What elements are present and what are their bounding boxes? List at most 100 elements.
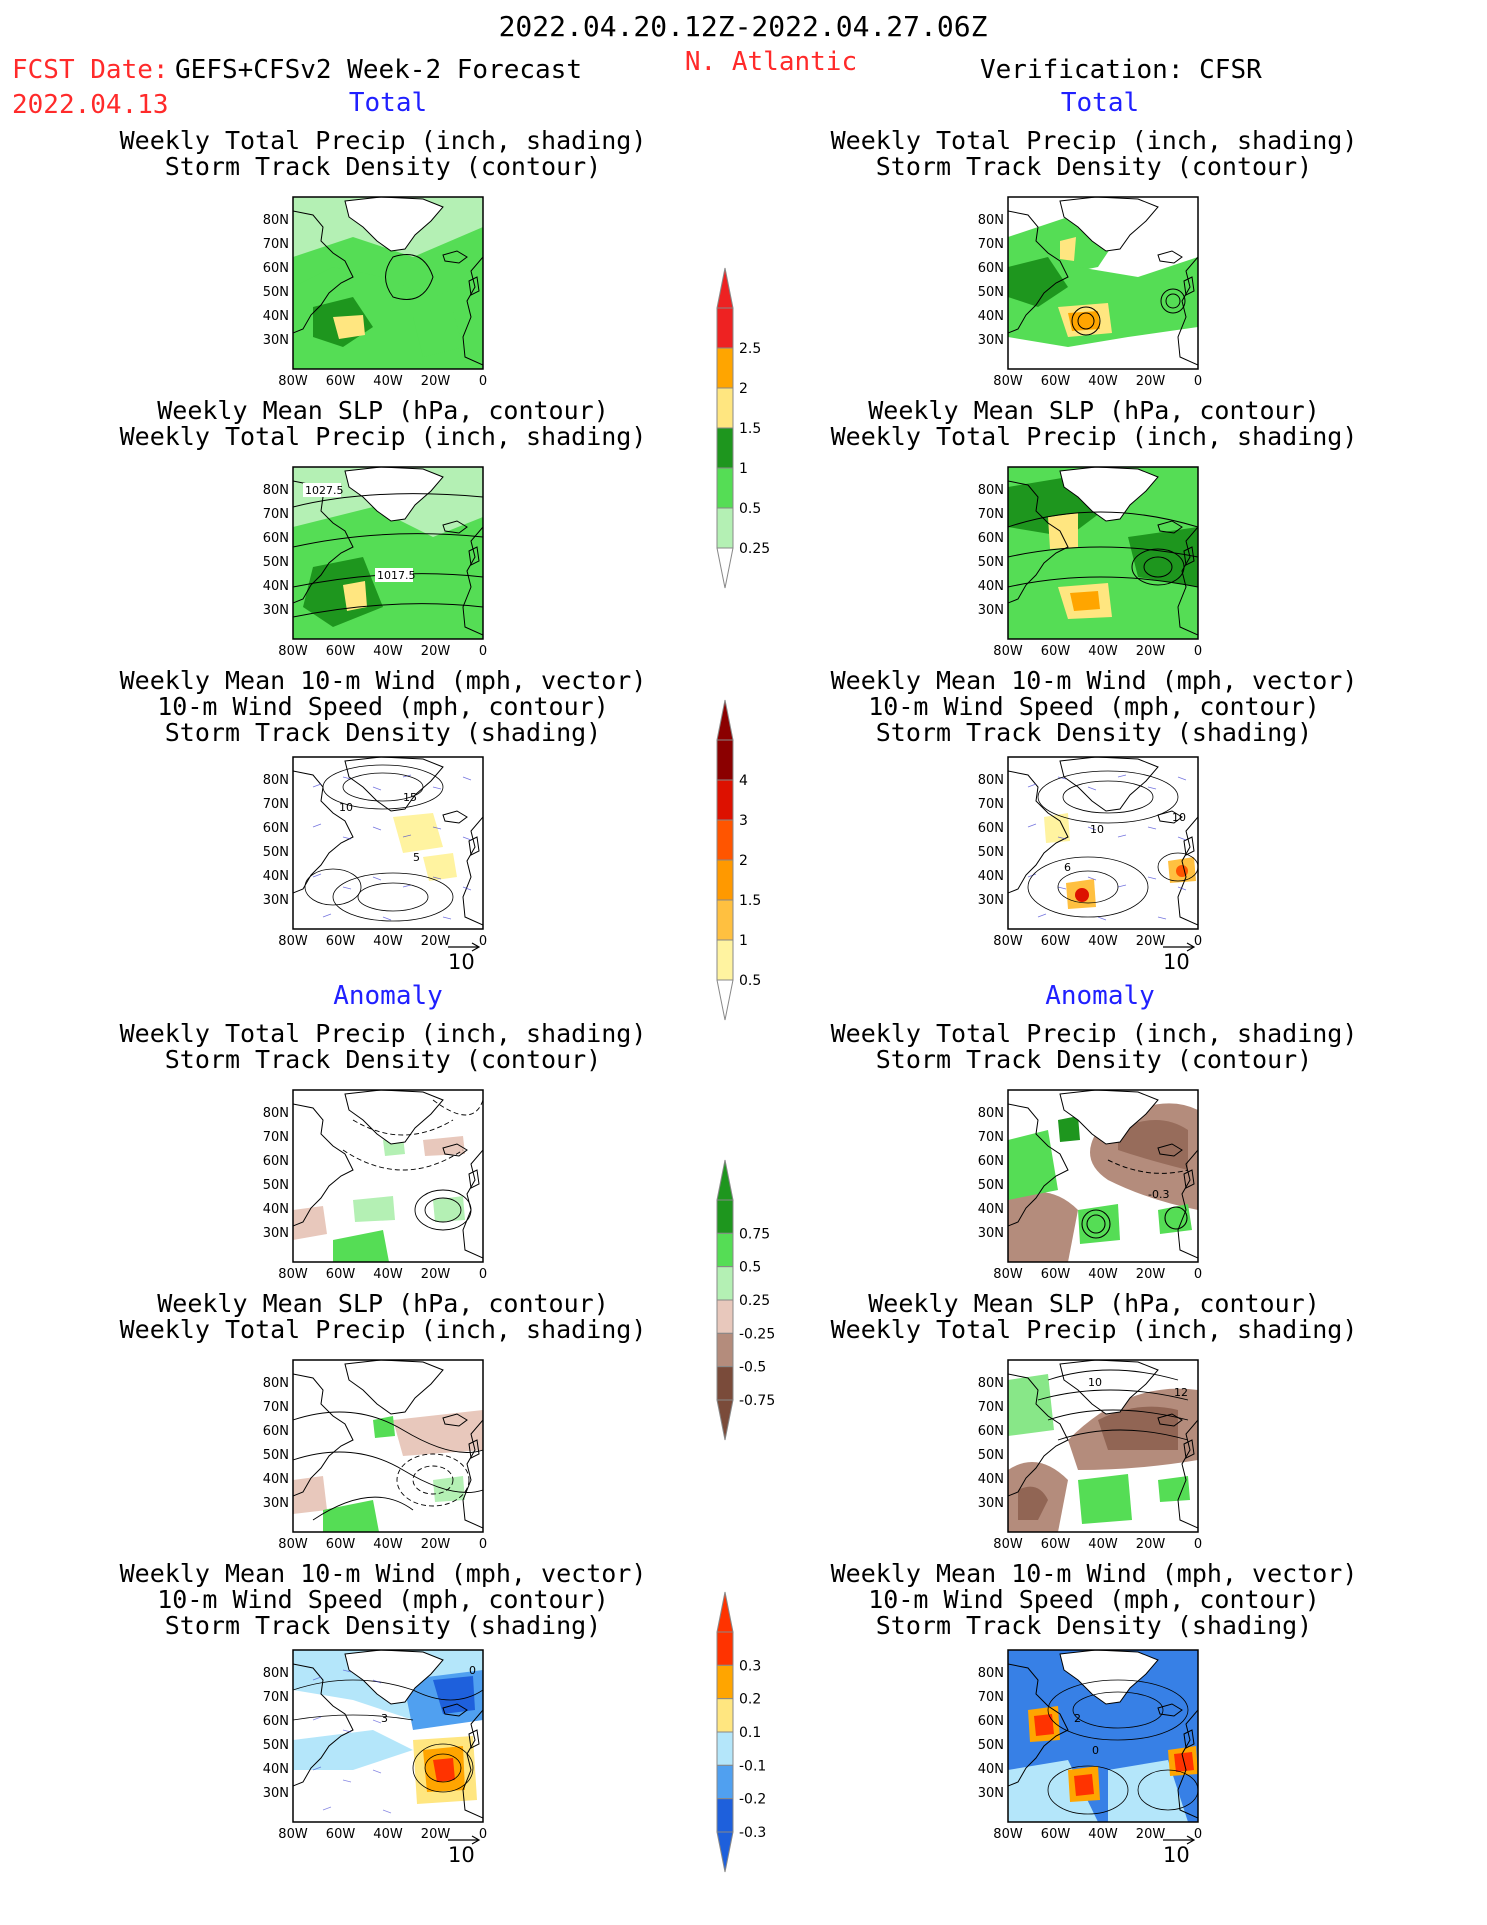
lon-tick-label: 80W — [993, 1827, 1023, 1842]
colorbar-swatch — [716, 1199, 734, 1234]
lat-tick-label: 40N — [262, 869, 289, 885]
period-title: 2022.04.20.12Z-2022.04.27.06Z — [498, 10, 988, 43]
title-l5a: Weekly Mean SLP (hPa, contour) — [157, 1289, 609, 1318]
lon-tick-label: 40W — [373, 374, 403, 389]
lon-tick-label: 20W — [1135, 1537, 1166, 1552]
colorbar-label: 2 — [739, 853, 748, 869]
lat-tick-label: 30N — [977, 1786, 1004, 1802]
colorbar-storm-anom: 0.3 0.2 0.1 -0.1 -0.2 -0.3 — [716, 1591, 766, 1873]
title-l1b: Storm Track Density (contour) — [164, 152, 602, 181]
fcst-date: 2022.04.13 — [12, 90, 169, 120]
colorbar-label: 0.1 — [739, 1725, 761, 1741]
lat-tick-label: 30N — [262, 893, 289, 909]
colorbar-label: 3 — [739, 813, 748, 829]
lat-tick-label: 30N — [262, 603, 289, 619]
contour-label-14: 2 — [1074, 1712, 1081, 1725]
lat-tick-label: 80N — [977, 1666, 1004, 1682]
panel-verif-total-wind-storm: 10 10 6 — [1007, 756, 1199, 933]
panel-verif-anom-slp-precip: 10 12 — [1007, 1359, 1199, 1536]
lat-tick-label: 30N — [977, 603, 1004, 619]
lon-tick-label: 20W — [1135, 644, 1166, 659]
lon-tick-label: 0 — [1193, 934, 1203, 949]
title-r4a: Weekly Total Precip (inch, shading) — [830, 1019, 1358, 1048]
colorbar-swatch — [716, 467, 734, 509]
verification-label: Verification: CFSR — [980, 55, 1262, 85]
lat-tick-label: 60N — [262, 1424, 289, 1440]
title-r6c: Storm Track Density (shading) — [875, 1611, 1313, 1640]
lat-tick-label: 30N — [262, 1226, 289, 1242]
lat-tick-label: 40N — [977, 869, 1004, 885]
lon-tick-label: 40W — [373, 644, 403, 659]
title-l6b: 10-m Wind Speed (mph, contour) — [157, 1585, 609, 1614]
colorbar-label: -0.1 — [739, 1758, 766, 1774]
title-l3b: 10-m Wind Speed (mph, contour) — [157, 692, 609, 721]
map-verif-total-slp-precip — [1007, 466, 1199, 640]
colorbar-top-arrow — [716, 1159, 734, 1201]
lat-tick-label: 60N — [262, 531, 289, 547]
title-l3a: Weekly Mean 10-m Wind (mph, vector) — [119, 666, 647, 695]
lat-tick-label: 30N — [262, 1786, 289, 1802]
lon-tick-label: 80W — [993, 374, 1023, 389]
lon-tick-label: 0 — [478, 644, 488, 659]
lon-tick-label: 20W — [420, 374, 451, 389]
lat-tick-label: 70N — [977, 1400, 1004, 1416]
map-verif-anom-slp-precip: 10 12 — [1007, 1359, 1199, 1533]
reference-vector-label: 10 — [1163, 1843, 1190, 1867]
lon-tick-label: 20W — [420, 1267, 451, 1282]
lon-tick-label: 60W — [1040, 1537, 1071, 1552]
colorbar-label: -0.5 — [739, 1360, 766, 1376]
title-l4b: Storm Track Density (contour) — [164, 1045, 602, 1074]
lon-tick-label: 80W — [993, 934, 1023, 949]
title-l6a: Weekly Mean 10-m Wind (mph, vector) — [119, 1559, 647, 1588]
title-l4a: Weekly Total Precip (inch, shading) — [119, 1019, 647, 1048]
colorbar-label: -0.25 — [739, 1326, 775, 1342]
lat-tick-label: 50N — [262, 1738, 289, 1754]
lat-tick-label: 60N — [262, 261, 289, 277]
title-r3b: 10-m Wind Speed (mph, contour) — [868, 692, 1320, 721]
colorbar-bottom-arrow — [716, 979, 734, 1021]
colorbar-swatch — [716, 387, 734, 429]
lat-tick-label: 50N — [977, 845, 1004, 861]
panel-verif-total-slp-precip — [1007, 466, 1199, 643]
colorbar-label: 1.5 — [739, 421, 761, 437]
title-r1b: Storm Track Density (contour) — [875, 152, 1313, 181]
lon-tick-label: 20W — [420, 934, 451, 949]
title-r6a: Weekly Mean 10-m Wind (mph, vector) — [830, 1559, 1358, 1588]
lon-tick-label: 80W — [278, 644, 308, 659]
contour-label-1: 1027.5 — [305, 484, 344, 497]
lat-tick-label: 50N — [262, 555, 289, 571]
colorbar-bottom-arrow — [716, 1399, 734, 1441]
lat-tick-label: 40N — [977, 579, 1004, 595]
lat-tick-label: 40N — [262, 1762, 289, 1778]
title-l6c: Storm Track Density (shading) — [164, 1611, 602, 1640]
title-l5b: Weekly Total Precip (inch, shading) — [119, 1315, 647, 1344]
colorbar-precip-anom: 0.75 0.5 0.25 -0.25 -0.5 -0.75 — [716, 1159, 775, 1441]
title-r5b: Weekly Total Precip (inch, shading) — [830, 1315, 1358, 1344]
title-l1a: Weekly Total Precip (inch, shading) — [119, 126, 647, 155]
map-fcst-total-wind-storm: 10 15 5 — [292, 756, 484, 930]
colorbar-label: -0.75 — [739, 1393, 775, 1409]
map-fcst-anom-precip-storm — [292, 1089, 484, 1263]
section-total-right: Total — [1060, 88, 1140, 118]
panel-fcst-anom-wind-storm: 0 3 — [292, 1649, 484, 1826]
panel-fcst-anom-slp-precip — [292, 1359, 484, 1536]
colorbar-bottom-arrow — [716, 1831, 734, 1873]
colorbar-swatch — [716, 1631, 734, 1666]
lat-tick-label: 70N — [977, 1130, 1004, 1146]
lon-tick-label: 40W — [1088, 644, 1118, 659]
colorbar-label: 1.5 — [739, 893, 761, 909]
colorbar-label: -0.3 — [739, 1825, 766, 1841]
contour-label-2: 1017.5 — [377, 569, 416, 582]
section-anomaly-left: Anomaly — [333, 981, 443, 1011]
lat-tick-label: 40N — [977, 1762, 1004, 1778]
lon-tick-label: 60W — [1040, 1267, 1071, 1282]
lat-tick-label: 80N — [262, 1106, 289, 1122]
colorbar-swatch — [716, 347, 734, 389]
colorbar-swatch — [716, 1764, 734, 1800]
fcst-model-label: GEFS+CFSv2 Week-2 Forecast — [175, 55, 582, 85]
lon-tick-label: 80W — [993, 1267, 1023, 1282]
lat-tick-label: 50N — [977, 1178, 1004, 1194]
map-verif-total-wind-storm: 10 10 6 — [1007, 756, 1199, 930]
lon-tick-label: 80W — [278, 1537, 308, 1552]
lat-tick-label: 50N — [977, 1448, 1004, 1464]
